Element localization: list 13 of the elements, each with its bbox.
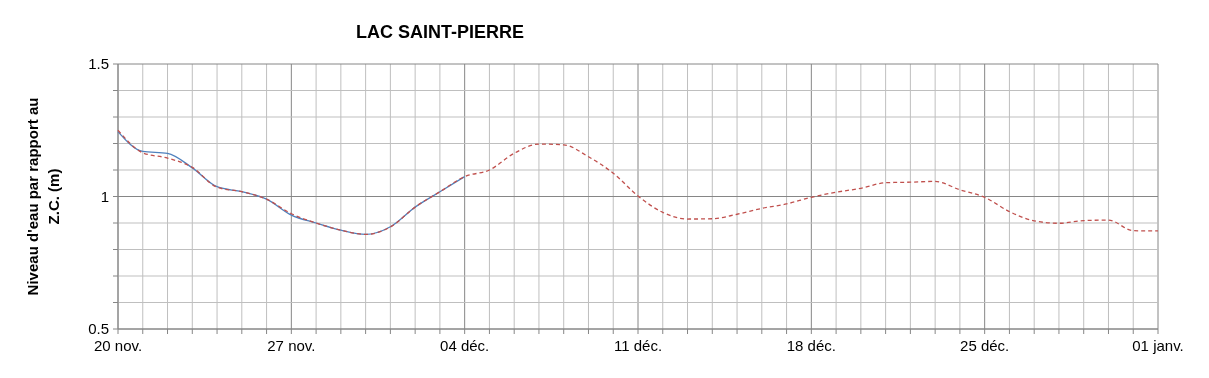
y-tick-label: 1.5 [88, 55, 109, 73]
x-tick-label: 27 nov. [267, 337, 316, 354]
y-tick-label: 1 [100, 187, 109, 205]
line-series [117, 130, 466, 236]
x-tick-label: 25 déc. [960, 337, 1010, 354]
y-axis-title: Niveau d'eau par rapport au Z.C. (m) [24, 97, 62, 296]
x-tick-label: 11 déc. [613, 337, 663, 354]
y-tick-label: 0.5 [88, 320, 109, 338]
x-tick-label: 18 déc. [786, 337, 836, 354]
chart-title: LAC SAINT-PIERRE [355, 22, 525, 42]
x-tick-label: 04 déc. [440, 337, 490, 354]
x-tick-label: 20 nov. [93, 337, 143, 354]
x-tick-label: 01 janv. [1132, 337, 1184, 354]
